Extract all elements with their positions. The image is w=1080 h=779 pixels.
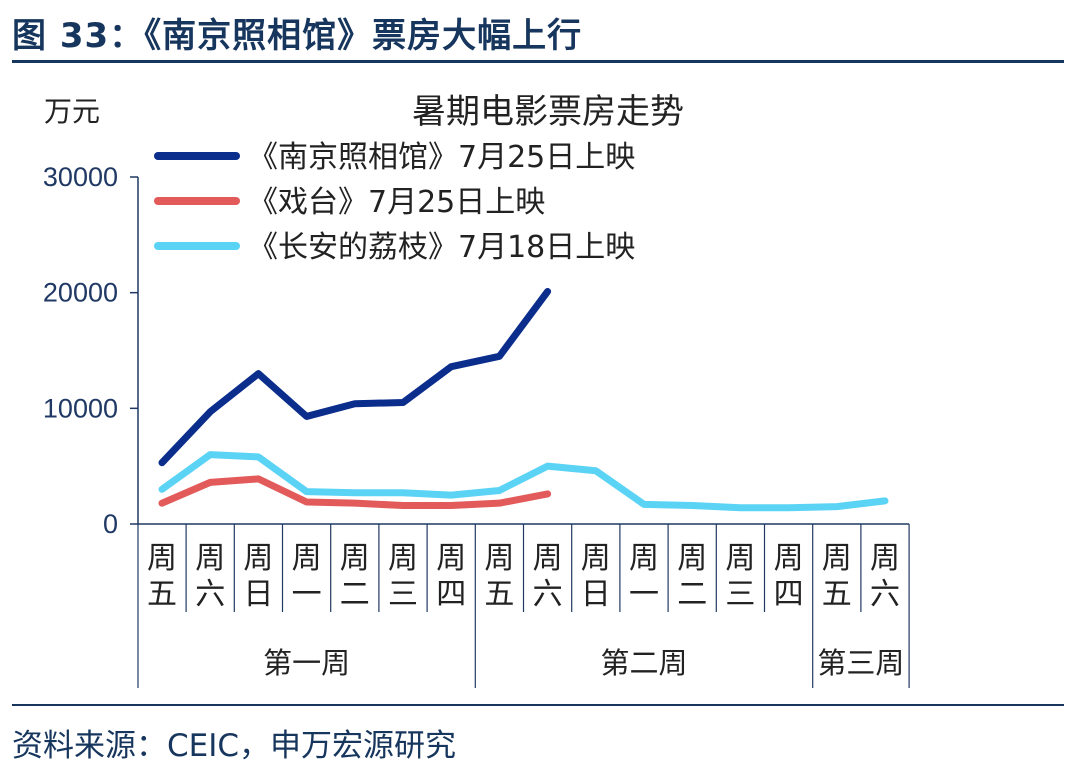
chart-title: 暑期电影票房走势 — [412, 92, 684, 132]
x-group-label: 第一周 — [263, 646, 350, 680]
x-tick-label-bottom: 六 — [195, 577, 225, 612]
x-tick-label-top: 周 — [243, 541, 273, 576]
x-tick-label-top: 周 — [629, 541, 659, 576]
x-tick-label-top: 周 — [822, 541, 852, 576]
x-tick-label-top: 周 — [870, 541, 900, 576]
x-tick-label-bottom: 一 — [292, 577, 322, 612]
series-line — [158, 475, 552, 509]
y-tick-label: 0 — [103, 509, 118, 539]
x-tick-label-bottom: 五 — [822, 577, 852, 612]
y-axis-unit: 万元 — [44, 95, 100, 128]
x-tick-label-top: 周 — [292, 541, 322, 576]
x-tick-label-bottom: 日 — [243, 577, 273, 612]
x-group-label: 第二周 — [600, 646, 687, 680]
x-tick-label-top: 周 — [677, 541, 707, 576]
x-tick-label-top: 周 — [725, 541, 755, 576]
legend-label: 《长安的荔枝》7月18日上映 — [248, 230, 635, 265]
x-tick-label-top: 周 — [436, 541, 466, 576]
x-tick-label-top: 周 — [195, 541, 225, 576]
title-rule — [12, 60, 1064, 63]
figure-title: 图 33：《南京照相馆》票房大幅上行 — [12, 16, 583, 56]
y-tick-label: 20000 — [43, 278, 118, 308]
x-tick-label-top: 周 — [484, 541, 514, 576]
x-tick-label-bottom: 六 — [533, 577, 563, 612]
legend-label: 《戏台》7月25日上映 — [248, 185, 545, 220]
series-line — [158, 288, 552, 467]
x-tick-label-bottom: 二 — [677, 577, 707, 612]
source-note: 资料来源：CEIC，申万宏源研究 — [12, 728, 457, 764]
x-tick-label-top: 周 — [581, 541, 611, 576]
x-tick-label-bottom: 日 — [581, 577, 611, 612]
x-tick-label-bottom: 一 — [629, 577, 659, 612]
x-tick-label-top: 周 — [340, 541, 370, 576]
x-tick-label-bottom: 三 — [725, 577, 755, 612]
source-rule — [12, 704, 1064, 706]
x-tick-label-bottom: 二 — [340, 577, 370, 612]
legend-label: 《南京照相馆》7月25日上映 — [248, 140, 635, 175]
x-tick-label-bottom: 四 — [436, 577, 466, 612]
x-tick-label-bottom: 五 — [147, 577, 177, 612]
x-tick-label-top: 周 — [533, 541, 563, 576]
x-group-label: 第三周 — [817, 646, 904, 680]
x-tick-label-top: 周 — [147, 541, 177, 576]
x-tick-label-bottom: 五 — [484, 577, 514, 612]
x-tick-label-top: 周 — [774, 541, 804, 576]
y-tick-label: 30000 — [43, 162, 118, 192]
x-tick-label-bottom: 六 — [870, 577, 900, 612]
x-tick-label-bottom: 三 — [388, 577, 418, 612]
series-line — [158, 451, 889, 512]
y-tick-label: 10000 — [43, 393, 118, 423]
x-tick-label-bottom: 四 — [774, 577, 804, 612]
x-tick-label-top: 周 — [388, 541, 418, 576]
